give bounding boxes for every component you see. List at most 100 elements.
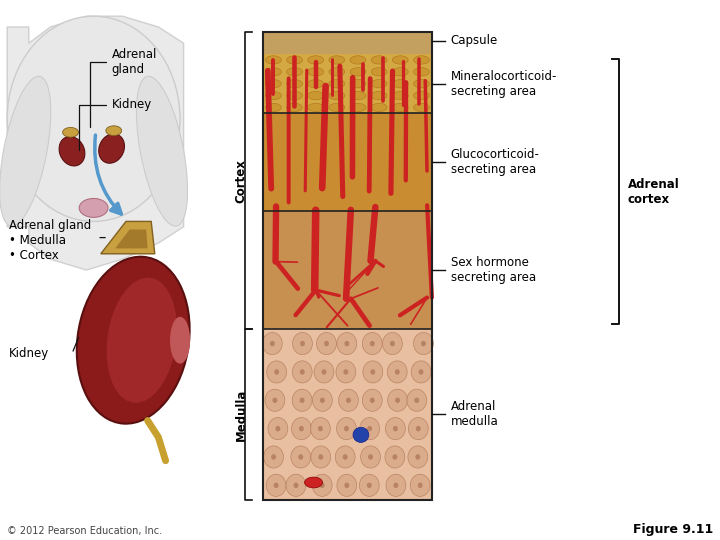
Ellipse shape [370,341,374,346]
Ellipse shape [382,333,402,355]
Ellipse shape [344,341,349,346]
Ellipse shape [266,68,282,76]
Ellipse shape [414,397,419,403]
Ellipse shape [408,417,428,440]
Ellipse shape [0,76,51,226]
Ellipse shape [344,483,349,488]
Ellipse shape [266,56,282,64]
Ellipse shape [415,454,420,460]
Ellipse shape [410,474,430,496]
Ellipse shape [294,483,299,488]
Ellipse shape [350,79,366,88]
Ellipse shape [421,341,426,346]
Ellipse shape [337,474,356,496]
Bar [263,211,432,329]
Ellipse shape [367,426,372,431]
Ellipse shape [344,426,349,431]
Ellipse shape [363,361,383,383]
Ellipse shape [350,91,366,100]
Ellipse shape [274,483,279,488]
Ellipse shape [386,474,406,496]
Ellipse shape [287,103,302,112]
Ellipse shape [392,56,408,64]
Ellipse shape [411,361,431,383]
Ellipse shape [324,341,329,346]
Ellipse shape [372,79,387,88]
Ellipse shape [361,446,380,468]
Ellipse shape [307,91,323,100]
Ellipse shape [343,369,348,375]
Ellipse shape [362,333,382,355]
Text: Adrenal
cortex: Adrenal cortex [628,178,680,206]
Ellipse shape [418,483,423,488]
Polygon shape [101,221,155,254]
Ellipse shape [385,446,405,468]
Ellipse shape [372,91,387,100]
Ellipse shape [300,369,305,375]
Ellipse shape [336,417,356,440]
Ellipse shape [395,369,400,375]
Bar [263,32,432,54]
Ellipse shape [343,454,348,460]
Ellipse shape [350,56,366,64]
Text: Cortex: Cortex [235,159,248,203]
Ellipse shape [372,56,387,64]
Text: Adrenal
medulla: Adrenal medulla [451,401,498,428]
Ellipse shape [287,56,302,64]
Polygon shape [115,230,148,248]
Ellipse shape [346,397,351,403]
Ellipse shape [63,127,78,137]
Ellipse shape [329,79,345,88]
Text: Sex hormone
secreting area: Sex hormone secreting area [451,256,536,284]
Ellipse shape [322,369,326,375]
Ellipse shape [392,103,408,112]
Ellipse shape [370,397,374,403]
Ellipse shape [336,361,356,383]
Bar [263,32,432,500]
Ellipse shape [170,317,190,363]
Ellipse shape [287,68,302,76]
Ellipse shape [265,389,285,411]
Ellipse shape [262,333,282,355]
Ellipse shape [360,417,379,440]
Ellipse shape [266,91,282,100]
Ellipse shape [329,68,345,76]
Ellipse shape [286,474,306,496]
Ellipse shape [292,417,311,440]
Bar [263,54,432,113]
Ellipse shape [314,361,334,383]
Bar [263,113,432,211]
Ellipse shape [305,477,323,488]
Ellipse shape [7,16,180,221]
Bar [263,329,432,500]
Ellipse shape [366,483,372,488]
Ellipse shape [266,474,286,496]
Ellipse shape [320,397,325,403]
Ellipse shape [271,454,276,460]
Ellipse shape [312,474,332,496]
Ellipse shape [350,103,366,112]
Ellipse shape [359,474,379,496]
Ellipse shape [274,369,279,375]
Ellipse shape [77,256,189,424]
Ellipse shape [329,91,345,100]
Ellipse shape [353,427,369,442]
Ellipse shape [266,361,287,383]
Ellipse shape [350,68,366,76]
Ellipse shape [418,369,423,375]
Text: Mineralocorticoid-
secreting area: Mineralocorticoid- secreting area [451,70,557,98]
Ellipse shape [311,446,330,468]
Ellipse shape [413,103,429,112]
Ellipse shape [392,79,408,88]
Ellipse shape [299,426,304,431]
Ellipse shape [310,417,330,440]
Ellipse shape [264,446,284,468]
Ellipse shape [318,426,323,431]
Ellipse shape [292,361,312,383]
Ellipse shape [392,91,408,100]
Ellipse shape [317,333,336,355]
Text: © 2012 Pearson Education, Inc.: © 2012 Pearson Education, Inc. [7,525,162,536]
Ellipse shape [407,389,427,411]
Ellipse shape [336,446,355,468]
Ellipse shape [106,126,122,136]
